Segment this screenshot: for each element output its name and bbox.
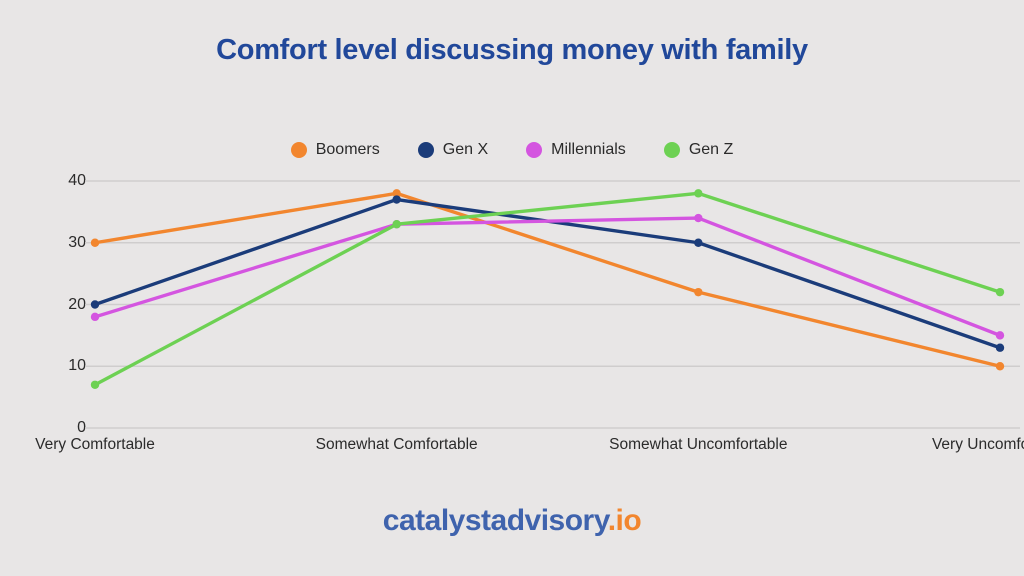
legend-item-gen-z[interactable]: Gen Z	[663, 141, 734, 159]
data-point[interactable]	[392, 189, 401, 198]
data-point[interactable]	[995, 343, 1005, 352]
legend-swatch-icon	[290, 142, 307, 158]
y-axis-tick-label: 40	[68, 172, 86, 189]
y-axis-tick-label: 0	[77, 419, 86, 436]
series-gen-x	[90, 195, 1005, 352]
brand-name: catalystadvisory	[382, 504, 608, 537]
y-axis-tick-labels: 0 10 20 30 40	[42, 0, 86, 576]
series-line	[93, 216, 1002, 338]
data-point[interactable]	[90, 380, 100, 389]
page-title: Comfort level discussing money with fami…	[216, 34, 808, 66]
data-point[interactable]	[694, 238, 703, 247]
legend-swatch-icon	[417, 142, 434, 158]
data-point[interactable]	[90, 238, 100, 247]
data-point[interactable]	[995, 287, 1005, 297]
chart-legend: Boomers Gen X Millennials Gen Z	[0, 141, 1024, 159]
data-point[interactable]	[694, 189, 703, 198]
series-line	[93, 191, 1002, 387]
y-axis-tick-label: 30	[68, 233, 86, 251]
legend-label: Boomers	[315, 141, 380, 158]
x-axis-tick-label: Somewhat Comfortable	[315, 436, 478, 453]
series-millennials	[90, 213, 1005, 340]
legend-label: Gen X	[442, 141, 489, 158]
y-axis-tick-label: 10	[68, 357, 86, 375]
legend-label: Millennials	[551, 141, 626, 158]
series-gen-z	[90, 189, 1005, 389]
x-axis-tick-label: Very Uncomfortable	[931, 436, 1024, 453]
series-line	[93, 191, 1002, 368]
data-point[interactable]	[694, 287, 703, 297]
legend-item-millennials[interactable]: Millennials	[526, 141, 626, 159]
y-axis-tick-label: 20	[68, 295, 86, 313]
series-boomers	[90, 189, 1005, 371]
brand-footer: catalystadvisory.io	[0, 504, 1024, 538]
data-point[interactable]	[694, 213, 703, 223]
legend-swatch-icon	[663, 142, 680, 158]
data-point[interactable]	[995, 362, 1005, 371]
data-point[interactable]	[392, 220, 401, 229]
data-point[interactable]	[995, 331, 1005, 340]
x-axis-tick-label: Very Comfortable	[35, 436, 155, 453]
data-point[interactable]	[392, 195, 401, 204]
legend-item-boomers[interactable]: Boomers	[290, 141, 380, 159]
legend-item-gen-x[interactable]: Gen X	[417, 141, 489, 159]
legend-label: Gen Z	[688, 141, 734, 158]
x-axis-tick-label: Somewhat Uncomfortable	[609, 436, 788, 453]
legend-swatch-icon	[526, 142, 543, 158]
brand-tld: .io	[607, 504, 642, 537]
data-point[interactable]	[90, 300, 100, 309]
data-point[interactable]	[90, 312, 100, 322]
